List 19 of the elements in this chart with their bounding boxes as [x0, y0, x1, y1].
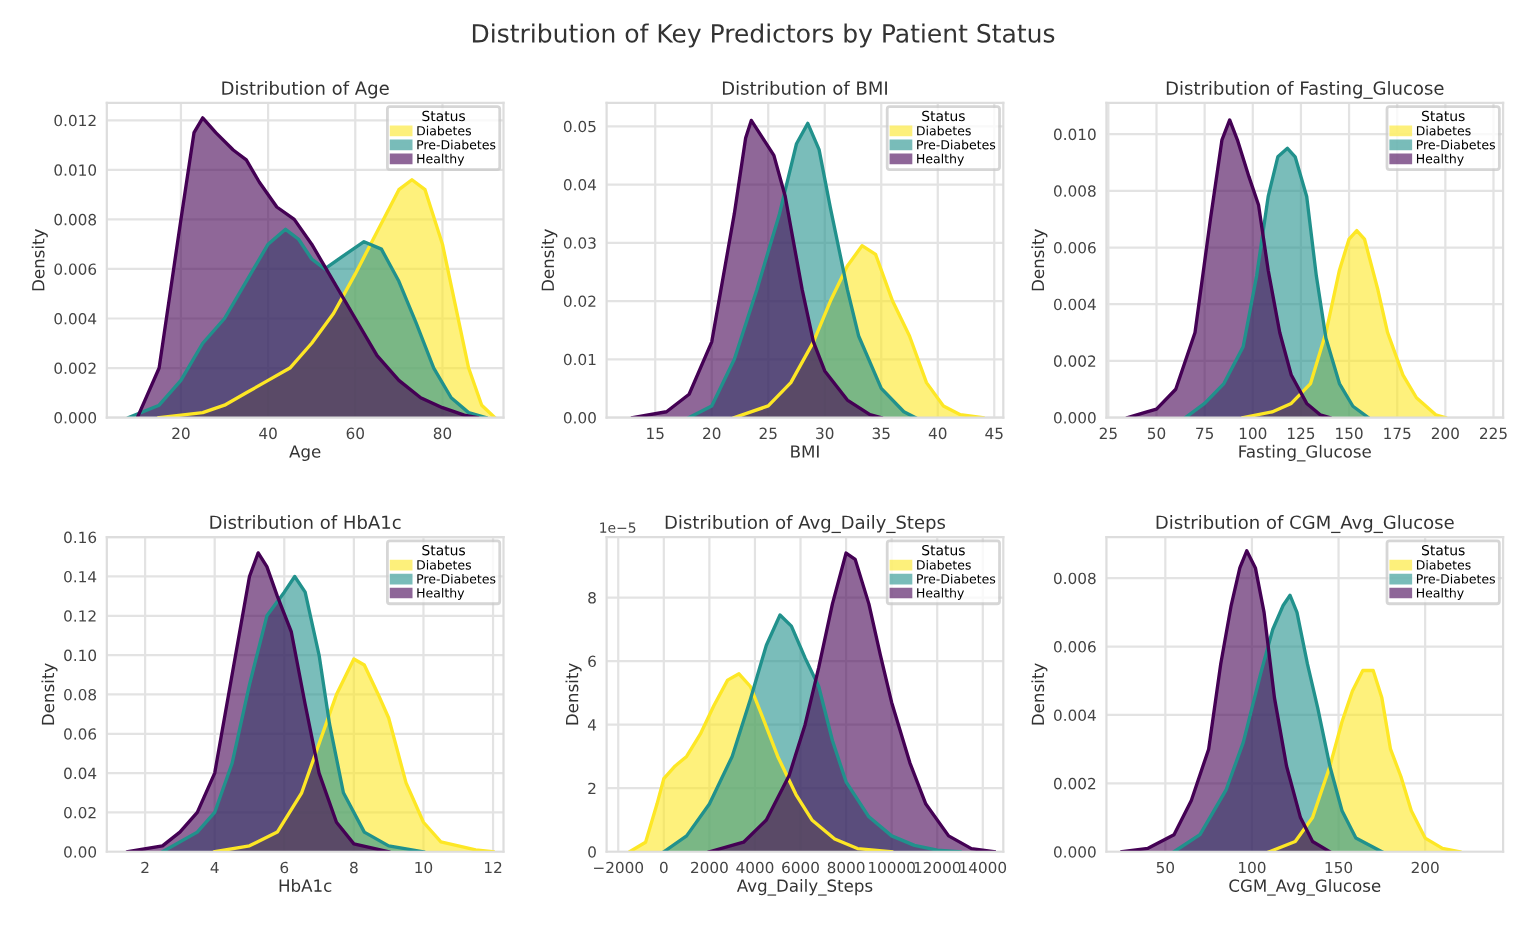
y-axis-title: Density: [1031, 663, 1048, 725]
x-axis-title: Age: [289, 445, 321, 461]
chart-title: Distribution of Avg_Daily_Steps: [665, 515, 946, 534]
y-axis-title: Density: [541, 229, 558, 291]
chart-title: Distribution of Age: [222, 80, 389, 99]
x-axis-title: HbA1c: [279, 879, 332, 892]
chart-title: Distribution of Fasting_Glucose: [1166, 80, 1444, 99]
y-axis-title: Density: [565, 663, 582, 725]
chart-title: Distribution of HbA1c: [210, 515, 401, 530]
chart-title: Distribution of BMI: [722, 80, 887, 95]
x-axis-title: BMI: [791, 445, 819, 458]
text: Distribution of Key Predictors by Patient Status: [472, 23, 1055, 48]
x-axis-title: CGM_Avg_Glucose: [1229, 879, 1381, 896]
y-axis-title: Density: [41, 663, 58, 725]
x-axis-title: Avg_Daily_Steps: [736, 879, 873, 896]
chart-title: Distribution of CGM_Avg_Glucose: [1156, 515, 1454, 534]
y-axis-title: Density: [1031, 229, 1048, 291]
x-axis-title: Fasting_Glucose: [1239, 444, 1371, 462]
y-axis-title: Density: [31, 229, 48, 291]
